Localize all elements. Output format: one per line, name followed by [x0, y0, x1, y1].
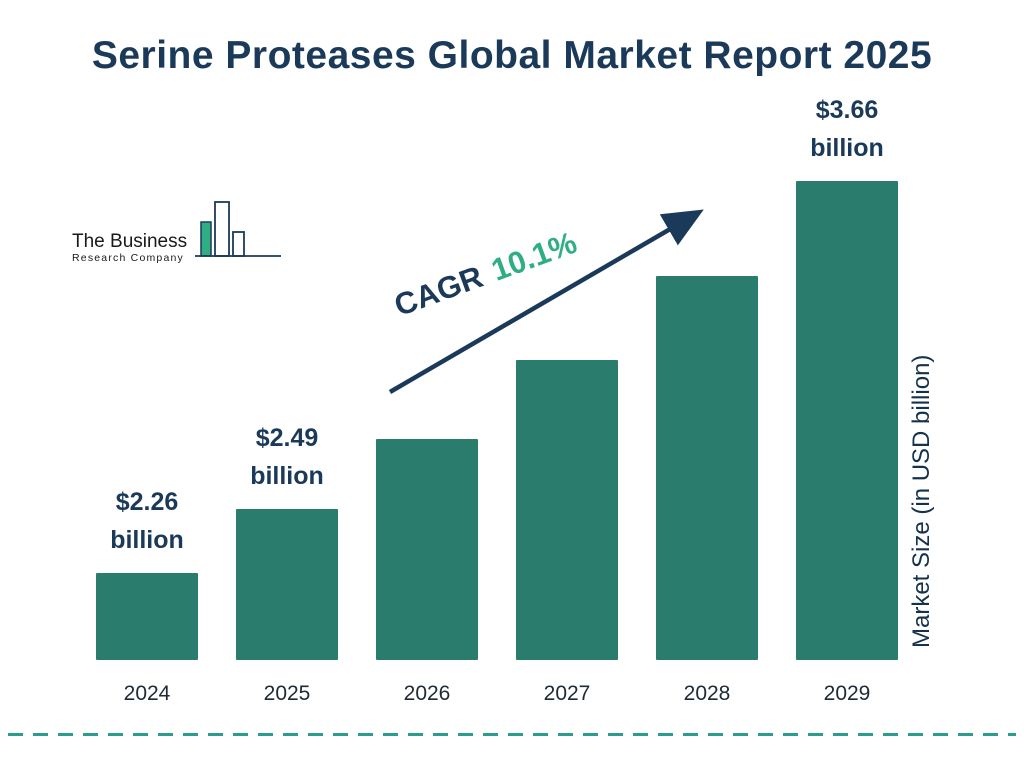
bar-column: $3.66 billion 2029	[796, 92, 898, 706]
x-tick-label: 2026	[403, 682, 451, 705]
bar-2028	[656, 276, 758, 660]
bar-2026	[376, 439, 478, 660]
bar-column: $2.49 billion 2025	[236, 420, 338, 706]
x-tick-label: 2024	[123, 682, 171, 705]
y-axis-label: Market Size (in USD billion)	[908, 354, 935, 648]
bar-2029	[796, 181, 898, 660]
bar-column: 2026	[376, 439, 478, 706]
bar-value-label: $2.49 billion	[250, 424, 324, 490]
bar-2025	[236, 509, 338, 660]
x-tick-label: 2025	[263, 682, 311, 705]
company-logo-text: The Business Research Company	[72, 232, 187, 264]
bar-value-label: $3.66 billion	[810, 96, 884, 162]
bar-column: 2028	[656, 276, 758, 706]
x-tick-label: 2029	[823, 682, 871, 705]
bar-column: 2027	[516, 360, 618, 706]
bar-column: $2.26 billion 2024	[96, 484, 198, 706]
logo-subname: Research Company	[72, 252, 184, 264]
x-tick-label: 2027	[543, 682, 591, 705]
bar-2024	[96, 573, 198, 660]
bar-chart: $2.26 billion 2024 $2.49 billion 2025 2026 2027…	[96, 46, 898, 706]
logo-bars-icon	[195, 201, 282, 257]
bar-2027	[516, 360, 618, 660]
page-title: Serine Proteases Global Market Report 20…	[91, 34, 933, 77]
x-tick-label: 2028	[683, 682, 731, 705]
bottom-dashed-line	[8, 733, 1016, 736]
logo-name: The Business	[72, 231, 188, 253]
company-logo: The Business Research Company	[72, 198, 285, 264]
bar-value-label: $2.26 billion	[110, 488, 184, 554]
